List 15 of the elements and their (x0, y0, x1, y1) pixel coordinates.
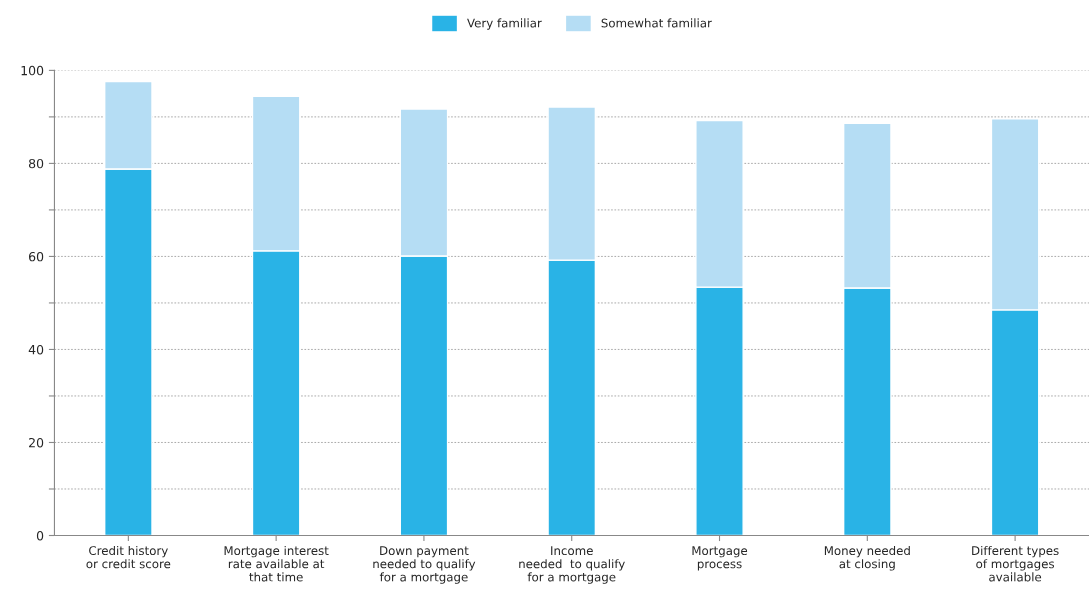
y-tick-label: 60 (29, 251, 44, 262)
y-tick-label: 100 (21, 65, 44, 76)
x-tick-label: Mortgage interest rate available at that time (224, 545, 329, 582)
x-tick-label: Income needed to qualify for a mortgage (519, 546, 625, 584)
x-tick-label: Down payment needed to qualify for a mortgage (373, 546, 476, 584)
y-tick-label: 40 (28, 344, 44, 355)
x-tick-label: Money needed at closing (824, 545, 910, 571)
x-tick-label: Mortgage process (692, 546, 748, 571)
y-tick-label: 80 (28, 158, 44, 169)
x-tick-label: Different types of mortgages available (972, 545, 1059, 582)
legend-label: Very familiar (467, 18, 542, 30)
y-tick-label: 20 (29, 437, 44, 448)
legend-label: Somewhat familiar (601, 18, 712, 28)
y-tick-label: 0 (36, 530, 44, 541)
x-tick-label: Credit history or credit score (86, 545, 171, 569)
